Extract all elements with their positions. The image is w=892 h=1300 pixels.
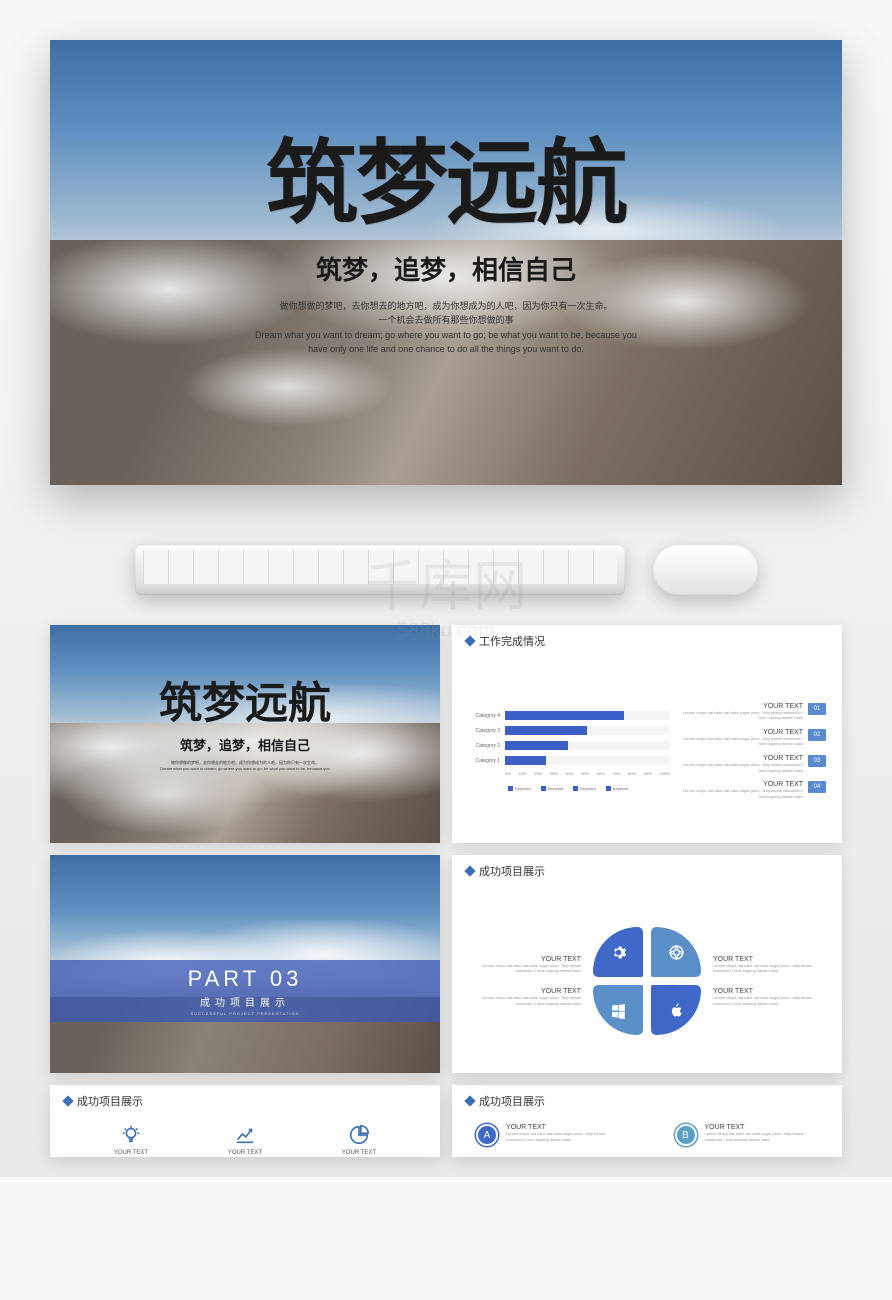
hero-tagline: 做你想做的梦吧，去你想去的地方吧，成为你想成为的人吧，因为你只有一次生命。 一个…	[255, 299, 637, 357]
slide-thumb-3[interactable]: PART 03 成功项目展示 SUCCESSFUL PROJECT PRESEN…	[50, 855, 440, 1073]
petal-windows-icon	[593, 985, 643, 1035]
thumb6-title: 成功项目展示	[479, 1093, 545, 1109]
slide-thumb-6[interactable]: 成功项目展示 A YOUR TEXTLemon drops oat cake o…	[452, 1085, 842, 1157]
diamond-icon	[464, 635, 475, 646]
part-number: PART 03	[188, 966, 303, 992]
thumb6-header: 成功项目展示	[452, 1085, 842, 1118]
petal-aperture-icon	[651, 927, 701, 977]
thumb5-header: 成功项目展示	[50, 1085, 440, 1118]
chart-axis: 0%10%20%30%40%50%60%70%80%90%100%	[468, 771, 670, 776]
peripherals-row	[50, 545, 842, 595]
slide-thumb-5[interactable]: 成功项目展示 YOUR TEXT YOUR TEXT YOUR TEXT	[50, 1085, 440, 1157]
icon-col-chart: YOUR TEXT	[228, 1124, 262, 1156]
diamond-icon	[464, 865, 475, 876]
diamond-icon	[464, 1095, 475, 1106]
bar-cat2	[505, 741, 568, 750]
bulb-icon	[120, 1124, 142, 1146]
thumb2-header: 工作完成情况	[452, 625, 842, 658]
hero-line2-en: have only one life and one chance to do …	[255, 342, 637, 356]
hero-slide: 筑梦远航 筑梦，追梦，相信自己 做你想做的梦吧，去你想去的地方吧，成为你想成为的…	[50, 40, 842, 485]
item-b: B YOUR TEXTLemon drops oat cake oat cake…	[675, 1124, 819, 1146]
hero-line1-cn: 做你想做的梦吧，去你想去的地方吧，成为你想成为的人吧，因为你只有一次生命。	[255, 299, 637, 313]
item-a: A YOUR TEXTLemon drops oat cake oat cake…	[476, 1124, 620, 1146]
thumb-hero-title: 筑梦远航	[159, 669, 331, 731]
thumb-hero-subtitle: 筑梦，追梦，相信自己	[180, 735, 310, 754]
petal-apple-icon	[651, 985, 701, 1035]
slide-thumbnail-grid: 筑梦远航 筑梦，追梦，相信自己 做你想做的梦吧，去你想去的地方吧，成为你想成为的…	[50, 625, 842, 1157]
bar-cat3	[505, 726, 587, 735]
badge-02: 02	[808, 729, 826, 741]
thumb2-title: 工作完成情况	[479, 633, 545, 649]
thumb2-items: YOUR TEXTLemon drops oat cake oat cake s…	[682, 668, 826, 834]
mouse-illustration	[653, 545, 758, 595]
bar-chart: Category 4 Category 3 Category 2 Categor…	[468, 668, 670, 834]
badge-a: A	[476, 1124, 498, 1146]
bar-cat1	[505, 756, 546, 765]
petal-gear-icon	[593, 927, 643, 977]
hero-subtitle: 筑梦，追梦，相信自己	[316, 250, 576, 287]
thumb-hero-tiny: 做你想做的梦吧，去你想去的地方吧，成为你想成为的人吧，因为你只有一次生命。 Dr…	[160, 760, 330, 771]
keyboard-illustration	[135, 545, 625, 595]
quad-petal-diagram	[593, 927, 701, 1035]
thumb4-title: 成功项目展示	[479, 863, 545, 879]
hero-title: 筑梦远航	[266, 109, 626, 242]
part-label: 成功项目展示	[200, 994, 290, 1009]
thumb5-title: 成功项目展示	[77, 1093, 143, 1109]
part-banner: PART 03 成功项目展示 SUCCESSFUL PROJECT PRESEN…	[50, 960, 440, 1022]
diamond-icon	[62, 1095, 73, 1106]
hero-line2-cn: 一个机会去做所有那些你想做的事	[255, 313, 637, 327]
page-wrapper: 筑梦远航 筑梦，追梦，相信自己 做你想做的梦吧，去你想去的地方吧，成为你想成为的…	[50, 40, 842, 1157]
part-sublabel: SUCCESSFUL PROJECT PRESENTATION	[190, 1011, 299, 1016]
growth-chart-icon	[234, 1124, 256, 1146]
chart-legend: Keyword Keyword Keyword Keyword	[468, 786, 670, 791]
badge-04: 04	[808, 781, 826, 793]
bar-cat4	[505, 711, 624, 720]
slide-thumb-1[interactable]: 筑梦远航 筑梦，追梦，相信自己 做你想做的梦吧，去你想去的地方吧，成为你想成为的…	[50, 625, 440, 843]
thumb4-header: 成功项目展示	[452, 855, 842, 888]
pie-chart-icon	[348, 1124, 370, 1146]
slide-thumb-2[interactable]: 工作完成情况 Category 4 Category 3 Category 2 …	[452, 625, 842, 843]
badge-01: 01	[808, 703, 826, 715]
hero-line1-en: Dream what you want to dream; go where y…	[255, 328, 637, 342]
badge-b: B	[675, 1124, 697, 1146]
badge-03: 03	[808, 755, 826, 767]
slide-thumb-4[interactable]: 成功项目展示 YOUR TEXTLemon drops oat cake oat…	[452, 855, 842, 1073]
icon-col-bulb: YOUR TEXT	[114, 1124, 148, 1156]
icon-col-pie: YOUR TEXT	[342, 1124, 376, 1156]
